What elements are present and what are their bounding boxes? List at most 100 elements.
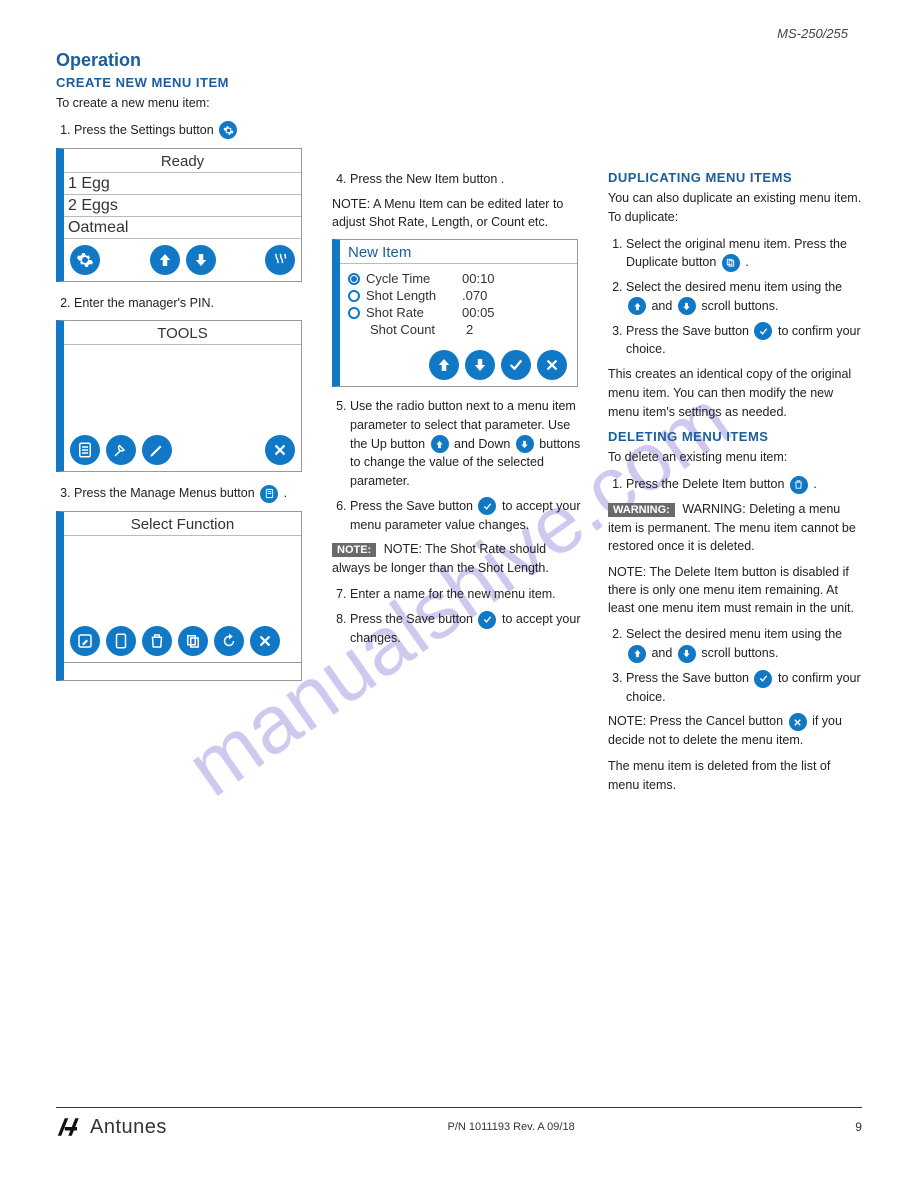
tools-icon[interactable] bbox=[106, 435, 136, 465]
steps-list: Enter a name for the new menu item. Pres… bbox=[332, 585, 586, 647]
del3a: Press the Save button bbox=[626, 671, 749, 685]
steps-list: Use the radio button next to a menu item… bbox=[332, 397, 586, 534]
trash-icon[interactable] bbox=[142, 626, 172, 656]
up-arrow-icon[interactable] bbox=[429, 350, 459, 380]
subtitle-duplicate: DUPLICATING MENU ITEMS bbox=[608, 170, 862, 185]
del-steps: Select the desired menu item using the a… bbox=[608, 625, 862, 706]
step-6a: Press the Save button bbox=[350, 499, 473, 513]
dup1b: . bbox=[745, 255, 748, 269]
list-icon bbox=[260, 485, 278, 503]
del2a: Select the desired menu item using the bbox=[626, 627, 842, 641]
up-arrow-icon[interactable] bbox=[150, 245, 180, 275]
close-icon[interactable] bbox=[537, 350, 567, 380]
nc-a: NOTE: Press the Cancel button bbox=[608, 714, 783, 728]
note-delete: NOTE: The Delete Item button is disabled… bbox=[608, 563, 862, 617]
close-icon[interactable] bbox=[265, 435, 295, 465]
brand-logo: Antunes bbox=[56, 1114, 167, 1140]
radio-icon[interactable] bbox=[348, 273, 360, 285]
intro-text: To create a new menu item: bbox=[56, 94, 310, 113]
up-arrow-icon bbox=[628, 645, 646, 663]
part-number: P/N 1011193 Rev. A 09/18 bbox=[447, 1121, 574, 1133]
param-row[interactable]: Shot Length .070 bbox=[348, 287, 569, 304]
check-icon[interactable] bbox=[501, 350, 531, 380]
brand-text: Antunes bbox=[90, 1116, 167, 1139]
radio-icon[interactable] bbox=[348, 307, 360, 319]
gear-icon bbox=[219, 121, 237, 139]
dup-step-3: Press the Save button to confirm your ch… bbox=[626, 322, 862, 360]
step-3: Press the Manage Menus button . bbox=[74, 484, 310, 503]
up-arrow-icon bbox=[628, 297, 646, 315]
param-row: Shot Count 2 bbox=[348, 321, 569, 338]
list-item[interactable]: 2 Eggs bbox=[64, 195, 301, 217]
del1b: . bbox=[813, 477, 816, 491]
del2c: scroll buttons. bbox=[701, 646, 778, 660]
param-value: 00:10 bbox=[462, 271, 495, 286]
up-arrow-icon bbox=[431, 435, 449, 453]
new-item-icon[interactable] bbox=[106, 626, 136, 656]
dup3a: Press the Save button bbox=[626, 324, 749, 338]
step-3-text: Press the Manage Menus button bbox=[74, 486, 255, 500]
gear-icon[interactable] bbox=[70, 245, 100, 275]
del-steps: Press the Delete Item button . bbox=[608, 475, 862, 494]
param-label: Shot Length bbox=[366, 288, 456, 303]
del-step-2: Select the desired menu item using the a… bbox=[626, 625, 862, 663]
undo-icon[interactable] bbox=[214, 626, 244, 656]
column-1: Operation CREATE NEW MENU ITEM To create… bbox=[56, 50, 310, 803]
steps-list: Enter the manager's PIN. bbox=[56, 294, 310, 313]
del2b: and bbox=[651, 646, 672, 660]
dup-step-2: Select the desired menu item using the a… bbox=[626, 278, 862, 316]
check-icon bbox=[754, 322, 772, 340]
down-arrow-icon[interactable] bbox=[465, 350, 495, 380]
warning: WARNING: WARNING: Deleting a menu item i… bbox=[608, 500, 862, 555]
param-value: 00:05 bbox=[462, 305, 495, 320]
param-value: 2 bbox=[466, 322, 473, 337]
step-4-end: . bbox=[501, 172, 504, 186]
check-icon bbox=[754, 670, 772, 688]
param-row[interactable]: Shot Rate 00:05 bbox=[348, 304, 569, 321]
param-label: Cycle Time bbox=[366, 271, 456, 286]
page-number: 9 bbox=[855, 1120, 862, 1134]
del-step-3: Press the Save button to confirm your ch… bbox=[626, 669, 862, 707]
down-arrow-icon[interactable] bbox=[186, 245, 216, 275]
duplicate-icon[interactable] bbox=[178, 626, 208, 656]
param-label: Shot Count bbox=[370, 322, 460, 337]
dup-intro: You can also duplicate an existing menu … bbox=[608, 189, 862, 227]
down-arrow-icon bbox=[678, 645, 696, 663]
list-icon[interactable] bbox=[70, 435, 100, 465]
steps-list: Press the Manage Menus button . bbox=[56, 484, 310, 503]
subtitle-create: CREATE NEW MENU ITEM bbox=[56, 75, 310, 90]
list-item[interactable]: 1 Egg bbox=[64, 173, 301, 195]
radio-icon[interactable] bbox=[348, 290, 360, 302]
select-function-title: Select Function bbox=[64, 512, 301, 536]
close-icon[interactable] bbox=[250, 626, 280, 656]
del-intro: To delete an existing menu item: bbox=[608, 448, 862, 467]
step-4-text: Press the New Item button bbox=[350, 172, 497, 186]
del-step-1: Press the Delete Item button . bbox=[626, 475, 862, 494]
dup2c: scroll buttons. bbox=[701, 299, 778, 313]
check-icon bbox=[478, 497, 496, 515]
close-icon bbox=[789, 713, 807, 731]
ready-title: Ready bbox=[64, 149, 301, 173]
dup-result: This creates an identical copy of the or… bbox=[608, 365, 862, 421]
column-3: DUPLICATING MENU ITEMS You can also dupl… bbox=[608, 50, 862, 803]
down-arrow-icon bbox=[678, 297, 696, 315]
edit-icon[interactable] bbox=[70, 626, 100, 656]
pencil-icon[interactable] bbox=[142, 435, 172, 465]
dup2b: and bbox=[651, 299, 672, 313]
steam-icon[interactable] bbox=[265, 245, 295, 275]
step-4: Press the New Item button . bbox=[350, 170, 586, 189]
steps-list: Press the New Item button . bbox=[332, 170, 586, 189]
dup-steps: Select the original menu item. Press the… bbox=[608, 235, 862, 360]
subtitle-delete: DELETING MENU ITEMS bbox=[608, 429, 862, 444]
param-value: .070 bbox=[462, 288, 487, 303]
param-row[interactable]: Cycle Time 00:10 bbox=[348, 270, 569, 287]
logo-icon bbox=[56, 1114, 84, 1140]
step-6: Press the Save button to accept your men… bbox=[350, 497, 586, 535]
note-cancel: NOTE: Press the Cancel button if you dec… bbox=[608, 712, 862, 749]
param-label: Shot Rate bbox=[366, 305, 456, 320]
list-item[interactable]: Oatmeal bbox=[64, 217, 301, 239]
duplicate-icon bbox=[722, 254, 740, 272]
check-icon bbox=[478, 611, 496, 629]
step-5: Use the radio button next to a menu item… bbox=[350, 397, 586, 491]
note: NOTE: A Menu Item can be edited later to… bbox=[332, 195, 586, 231]
